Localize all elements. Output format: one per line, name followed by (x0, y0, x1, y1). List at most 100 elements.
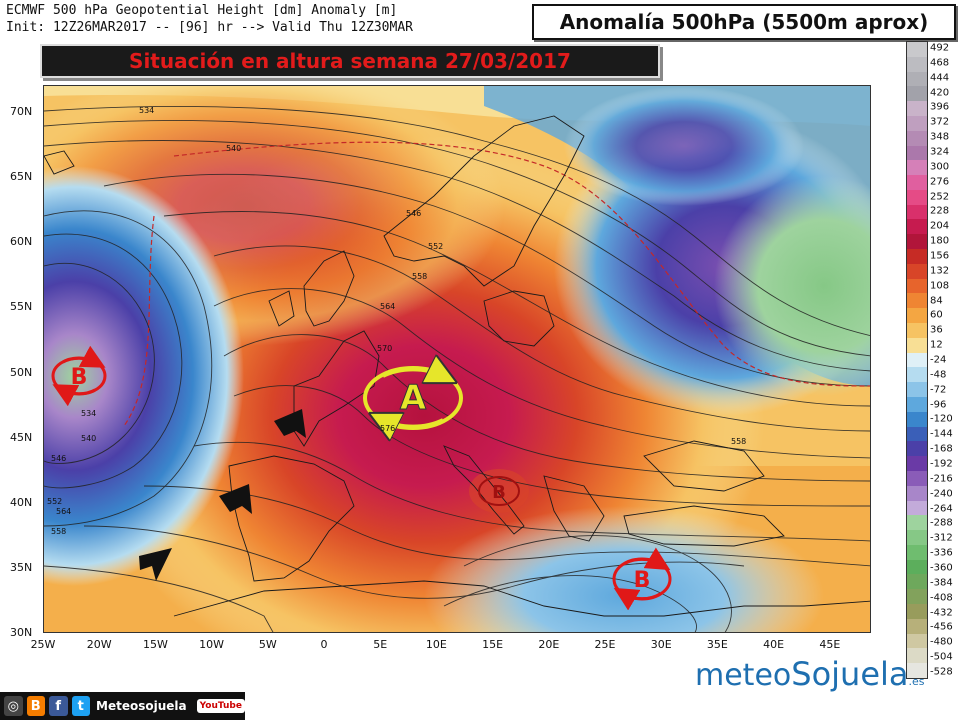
colorbar-label: -24 (930, 354, 947, 366)
colorbar-label: -264 (930, 503, 953, 515)
colorbar-label: -48 (930, 369, 947, 381)
italy-low-system: B (478, 476, 520, 506)
colorbar-segment (907, 278, 927, 294)
header: ECMWF 500 hPa Geopotential Height [dm] A… (0, 0, 530, 40)
colorbar-label: -216 (930, 473, 953, 485)
colorbar-label: 204 (930, 220, 950, 232)
italy-low-label: B (492, 482, 506, 503)
colorbar-label: 84 (930, 295, 943, 307)
colorbar-label: 12 (930, 339, 943, 351)
lon-label: 5E (373, 638, 388, 651)
facebook-icon[interactable]: f (49, 696, 68, 716)
colorbar-label: -240 (930, 488, 953, 500)
anomaly-map: A B B B 534 540 (43, 85, 871, 633)
lon-label: 10W (199, 638, 225, 651)
med-low-area (424, 506, 824, 632)
lon-label: 10E (425, 638, 447, 651)
contour-label: 564 (380, 302, 395, 311)
colorbar-segment (907, 204, 927, 220)
youtube-icon[interactable]: YouTube (196, 699, 245, 713)
colorbar-label: 300 (930, 161, 950, 173)
colorbar-segment (907, 71, 927, 87)
colorbar-segment (907, 559, 927, 575)
lat-label: 50N (10, 365, 33, 379)
lat-label: 30N (10, 626, 33, 639)
colorbar-segment (907, 663, 927, 679)
colorbar-segment (907, 293, 927, 309)
flow-arrows (139, 409, 306, 581)
flow-arrow-1 (274, 409, 306, 438)
page-subtitle: Situación en altura semana 27/03/2017 (40, 44, 660, 78)
colorbar-segment (907, 382, 927, 398)
lon-label: 15E (482, 638, 504, 651)
lat-label: 70N (10, 105, 33, 118)
colorbar-label: 348 (930, 131, 950, 143)
colorbar-label: -168 (930, 443, 953, 455)
header-line-model: ECMWF 500 hPa Geopotential Height [dm] A… (6, 3, 398, 18)
lat-label: 60N (10, 235, 33, 249)
twitter-icon[interactable]: t (71, 696, 90, 716)
page-title: Anomalía 500hPa (5500m aprox) (532, 4, 956, 40)
colorbar-segment (907, 352, 927, 368)
contour-label: 534 (139, 106, 154, 115)
colorbar-segment (907, 219, 927, 235)
colorbar-label: -72 (930, 384, 947, 396)
contour-label: 540 (226, 144, 241, 153)
colorbar-segment (907, 426, 927, 442)
lon-label: 5W (258, 638, 277, 651)
colorbar-segment (907, 456, 927, 472)
atlantic-low-label: B (71, 365, 88, 390)
colorbar-label: -192 (930, 458, 953, 470)
contour-label: 534 (81, 409, 96, 418)
colorbar-segment (907, 145, 927, 161)
brand-part2: Sojuela (791, 655, 909, 693)
colorbar-segment (907, 648, 927, 664)
colorbar-segment (907, 633, 927, 649)
lat-label: 35N (10, 560, 33, 574)
blogger-icon[interactable]: B (26, 696, 45, 716)
colorbar-label: -96 (930, 399, 947, 411)
med-low-label: B (634, 568, 651, 593)
contour-label: 558 (412, 272, 427, 281)
lon-label: 20E (538, 638, 560, 651)
colorbar-segment (907, 500, 927, 516)
contour-label: 546 (406, 209, 421, 218)
colorbar-segment (907, 234, 927, 250)
colorbar-segment (907, 263, 927, 280)
colorbar-label: 324 (930, 146, 950, 158)
colorbar-segment (907, 441, 927, 457)
colorbar-label: 420 (930, 87, 950, 99)
colorbar-label: -120 (930, 413, 953, 425)
lon-label: 35E (706, 638, 728, 651)
colorbar-segment (907, 160, 927, 176)
brand-part1: meteo (695, 658, 792, 693)
instagram-icon[interactable]: ◎ (4, 696, 23, 716)
colorbar-label: -288 (930, 517, 953, 529)
colorbar-label: 156 (930, 250, 950, 262)
colorbar-segment (907, 323, 927, 339)
colorbar-label: -360 (930, 562, 953, 574)
lat-label: 55N (10, 300, 33, 314)
colorbar-segment (907, 618, 927, 635)
colorbar-label: 252 (930, 191, 950, 203)
contour-label: 576 (380, 424, 395, 433)
colorbar-label: 228 (930, 205, 950, 217)
high-pressure-system: A (363, 368, 463, 428)
colorbar-label: -384 (930, 577, 953, 589)
colorbar-label: 132 (930, 265, 950, 277)
high-label: A (400, 378, 427, 418)
footer-social: ◎ B f t Meteosojuela YouTube (0, 692, 245, 720)
colorbar-segment (907, 101, 927, 117)
colorbar-segment (907, 308, 927, 324)
flow-arrow-2 (219, 484, 252, 514)
colorbar-segment (907, 544, 927, 561)
dashed-line-west (123, 215, 155, 427)
colorbar-label: 276 (930, 176, 950, 188)
colorbar-label: -528 (930, 666, 953, 678)
atlantic-low-system: B (51, 345, 107, 407)
colorbar-label: 492 (930, 42, 950, 54)
colorbar-segment (907, 337, 927, 354)
colorbar-label: -144 (930, 428, 953, 440)
header-line-init: Init: 12Z26MAR2017 -- [96] hr --> Valid … (6, 20, 413, 35)
map-svg: A B B B 534 540 (44, 86, 870, 632)
